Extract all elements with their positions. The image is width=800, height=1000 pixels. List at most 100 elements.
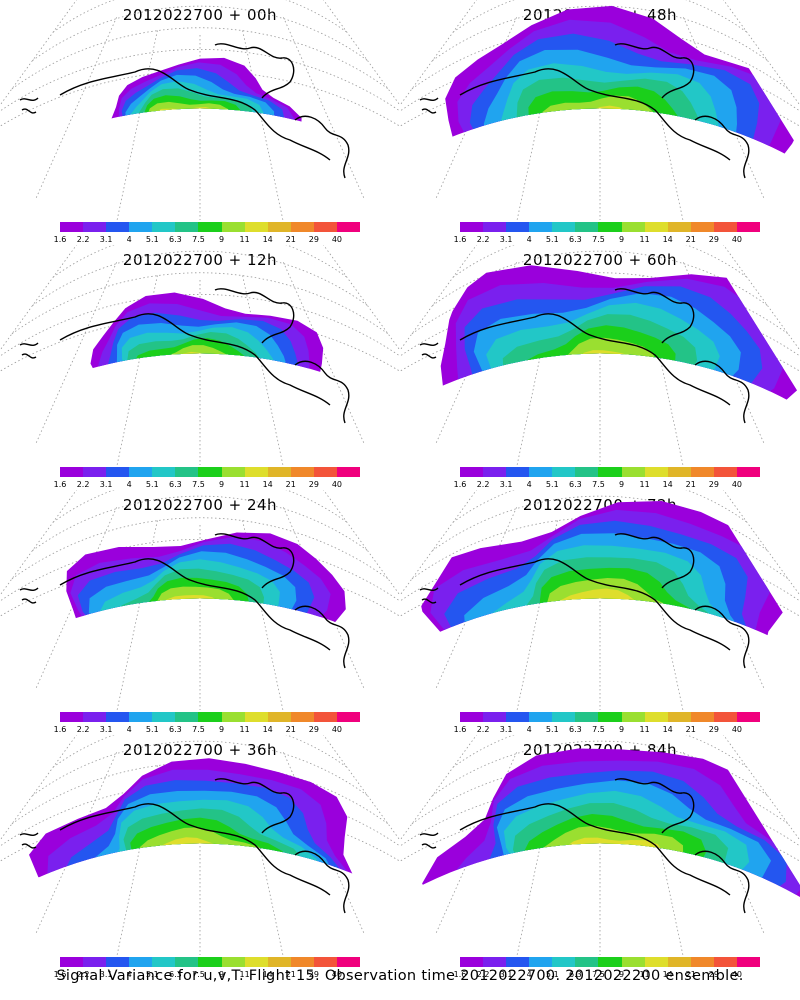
colorbar-tick-label: 1.6 (53, 235, 67, 244)
colorbar-swatch (644, 222, 668, 232)
colorbar-tick-label: 5.1 (545, 970, 559, 979)
colorbar-swatch (621, 957, 645, 967)
variance-map (400, 490, 800, 710)
colorbar-tick-label: 40 (731, 725, 743, 734)
colorbar-swatch (460, 712, 484, 722)
contour-band (571, 116, 622, 146)
coastline (19, 778, 350, 914)
contour-band (161, 359, 214, 388)
contour-band (164, 121, 201, 142)
colorbar-tick-label: 7.5 (192, 970, 205, 979)
colorbar-tick-label: 21 (685, 480, 696, 489)
colorbar-tick-label: 7.5 (192, 725, 205, 734)
colorbar-tick-label: 4 (526, 235, 532, 244)
colorbar-swatch (221, 467, 245, 477)
colorbar-swatch (244, 712, 268, 722)
variance-field (66, 532, 346, 660)
colorbar-tick-label: 14 (262, 235, 273, 244)
colorbar-swatch (244, 467, 268, 477)
colorbar (460, 712, 761, 722)
graticule (0, 245, 400, 465)
colorbar-swatch (690, 222, 714, 232)
colorbar-tick-label: 5.1 (545, 235, 559, 244)
contour-band (555, 105, 642, 156)
colorbar-labels: 1.6 2.2 3.1 4 5.1 6.3 7.5 9 11 14 21 29 40 (54, 235, 360, 245)
colorbar-swatch (736, 467, 761, 477)
colorbar-swatch (221, 957, 245, 967)
colorbar-swatch (644, 467, 668, 477)
colorbar-swatch (575, 222, 599, 232)
colorbar (60, 222, 361, 232)
colorbar-tick-label: 9 (218, 235, 225, 244)
colorbar-tick-label: 7.5 (592, 480, 605, 489)
colorbar-tick-label: 9 (618, 725, 625, 734)
colorbar-tick-label: 3.1 (99, 480, 113, 489)
map-panel: 2012022700 + 60h 1.6 2.2 3.1 4 5.1 6.3 7.5 9 11 14… (400, 245, 800, 490)
colorbar-tick-label: 3.1 (499, 725, 513, 734)
contour-band (537, 825, 684, 905)
colorbar-tick-label: 11 (239, 480, 250, 489)
colorbar (60, 467, 361, 477)
colorbar-labels: 1.6 2.2 3.1 4 5.1 6.3 7.5 9 11 14 21 29 40 (454, 970, 760, 980)
colorbar-tick-label: 29 (708, 725, 719, 734)
colorbar-tick-label: 2.2 (76, 480, 90, 489)
colorbar-tick-label: 40 (731, 480, 743, 489)
colorbar-swatch (313, 467, 337, 477)
panel-title: 2012022700 + 60h (522, 251, 678, 269)
colorbar (60, 712, 361, 722)
colorbar-swatch (198, 467, 222, 477)
colorbar-tick-label: 40 (331, 970, 343, 979)
colorbar-swatch (106, 957, 130, 967)
colorbar-swatch (129, 957, 153, 967)
colorbar-tick-label: 6.3 (169, 480, 182, 489)
contour-band (175, 611, 211, 631)
colorbar-tick-label: 2.2 (476, 235, 490, 244)
colorbar-swatch (460, 957, 484, 967)
colorbar-tick-label: 2.2 (76, 235, 90, 244)
colorbar-swatch (175, 712, 199, 722)
colorbar-tick-label: 11 (239, 235, 250, 244)
colorbar (460, 467, 761, 477)
colorbar-tick-label: 9 (218, 970, 225, 979)
map-panel: 2012022700 + 00h 1.6 2.2 3.1 4 5.1 6.3 7.5 9 11 14… (0, 0, 400, 245)
colorbar-labels: 1.6 2.2 3.1 4 5.1 6.3 7.5 9 11 14 21 29 40 (454, 480, 760, 490)
colorbar-swatch (529, 712, 553, 722)
colorbar-tick-label: 3.1 (499, 970, 513, 979)
colorbar-swatch (529, 957, 553, 967)
colorbar-tick-label: 9 (618, 970, 625, 979)
colorbar-tick-label: 6.3 (169, 725, 182, 734)
colorbar-swatch (621, 467, 645, 477)
variance-field (445, 5, 800, 170)
colorbar-swatch (483, 467, 507, 477)
colorbar-swatch (60, 712, 84, 722)
coastline (419, 778, 750, 914)
colorbar-swatch (667, 957, 691, 967)
colorbar-swatch (713, 957, 737, 967)
colorbar-tick-label: 11 (639, 235, 650, 244)
colorbar-swatch (552, 222, 576, 232)
variance-map (400, 0, 800, 220)
colorbar-labels: 1.6 2.2 3.1 4 5.1 6.3 7.5 9 11 14 21 29 40 (54, 480, 360, 490)
colorbar-swatch (644, 957, 668, 967)
colorbar-tick-label: 14 (662, 970, 673, 979)
colorbar-tick-label: 7.5 (592, 235, 605, 244)
colorbar-swatch (736, 712, 761, 722)
graticule (0, 0, 400, 220)
colorbar-swatch (267, 467, 291, 477)
colorbar-swatch (483, 957, 507, 967)
colorbar-tick-label: 11 (639, 970, 650, 979)
colorbar (460, 222, 761, 232)
colorbar-swatch (83, 712, 107, 722)
contour-band (574, 362, 628, 391)
colorbar-swatch (152, 957, 176, 967)
colorbar-swatch (60, 467, 84, 477)
colorbar-tick-label: 14 (662, 725, 673, 734)
panel-title: 2012022700 + 24h (122, 496, 278, 514)
colorbar (460, 957, 761, 967)
colorbar-swatch (152, 222, 176, 232)
colorbar-swatch (152, 712, 176, 722)
colorbar-tick-label: 2.2 (76, 725, 90, 734)
contour-band (152, 595, 241, 642)
colorbar-tick-label: 14 (262, 480, 273, 489)
colorbar-tick-label: 1.6 (453, 480, 467, 489)
